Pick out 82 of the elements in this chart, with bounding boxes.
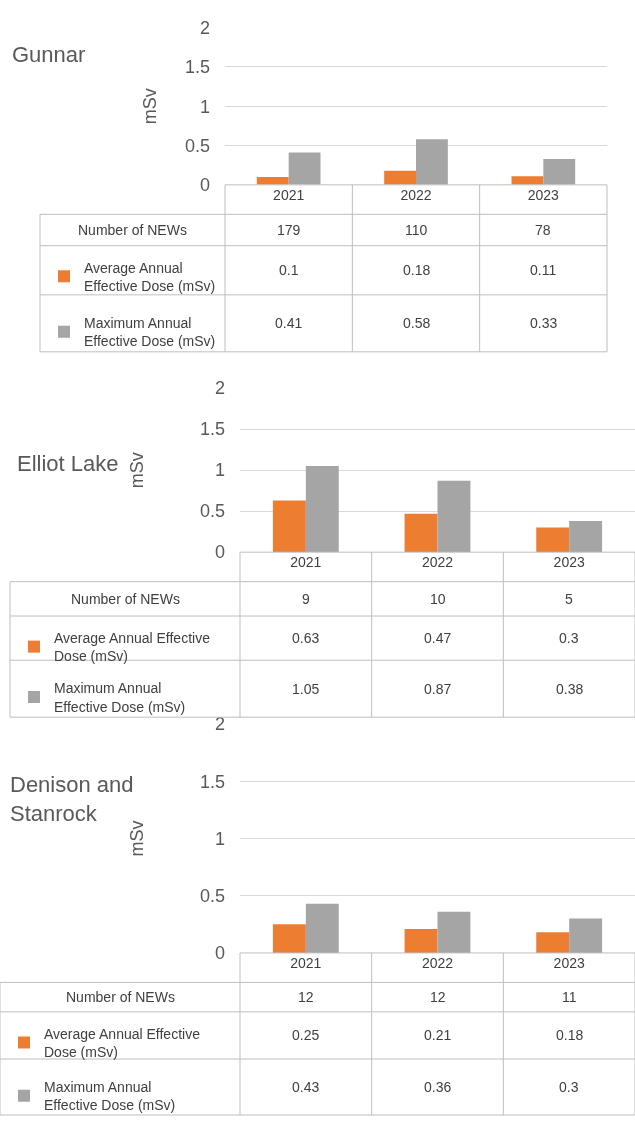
text: 11 bbox=[562, 989, 577, 1005]
y-axis-title: mSv bbox=[126, 452, 147, 489]
data-label: 0.58 bbox=[403, 315, 431, 331]
text: Elliot Lake bbox=[17, 451, 119, 476]
text: 179 bbox=[277, 222, 301, 238]
text: 10 bbox=[430, 591, 446, 607]
y-tick-label: 1 bbox=[214, 460, 225, 481]
bar bbox=[543, 158, 576, 185]
bar bbox=[437, 911, 471, 953]
data-label: 0.87 bbox=[424, 681, 452, 697]
data-label: 0.11 bbox=[530, 262, 557, 278]
text: Number of NEWs bbox=[66, 989, 175, 1005]
bar bbox=[305, 466, 339, 553]
data-label: 0.38 bbox=[556, 681, 584, 697]
x-tick-label: 2023 bbox=[553, 554, 585, 571]
legend-label: Maximum Annual Effective Dose (mSv) bbox=[44, 1079, 176, 1114]
text: Number of NEWs bbox=[78, 222, 187, 238]
x-tick-label: 2021 bbox=[290, 554, 322, 571]
bar bbox=[536, 527, 570, 553]
data-label: 0.21 bbox=[424, 1027, 452, 1043]
y-tick-label: 1 bbox=[199, 96, 210, 117]
bar bbox=[288, 152, 321, 185]
y-tick-label: 2 bbox=[214, 714, 225, 735]
text: 78 bbox=[535, 222, 551, 238]
bar bbox=[384, 170, 416, 185]
data-label: 0.47 bbox=[424, 630, 452, 646]
x-tick-label: 2022 bbox=[400, 186, 432, 203]
legend-label: Maximum Annual Effective Dose (mSv) bbox=[84, 315, 216, 350]
text: 12 bbox=[298, 989, 314, 1005]
y-tick-label: 1.5 bbox=[184, 57, 210, 78]
bar bbox=[511, 176, 544, 185]
x-tick-label: 2021 bbox=[273, 186, 305, 203]
legend-label: Maximum Annual Effective Dose (mSv) bbox=[54, 680, 186, 715]
y-tick-label: 0.5 bbox=[199, 886, 225, 907]
y-tick-label: 0.5 bbox=[199, 501, 225, 522]
bar bbox=[272, 500, 306, 553]
text: Number of NEWs bbox=[71, 591, 180, 607]
bar bbox=[272, 924, 306, 953]
data-label: 0.1 bbox=[279, 262, 299, 278]
data-label: 0.18 bbox=[403, 262, 431, 278]
data-label: 0.3 bbox=[559, 1079, 579, 1095]
x-tick-label: 2023 bbox=[527, 186, 560, 203]
text: 110 bbox=[405, 222, 428, 238]
data-label: 0.43 bbox=[292, 1079, 320, 1095]
legend-label: Average Annual Effective Dose (mSv) bbox=[44, 1025, 201, 1061]
x-tick-label: 2022 bbox=[421, 954, 454, 971]
text: 9 bbox=[302, 591, 310, 607]
bar bbox=[404, 513, 438, 553]
bar bbox=[256, 176, 289, 185]
y-tick-label: 1.5 bbox=[199, 419, 225, 440]
data-label: 0.41 bbox=[275, 315, 303, 331]
y-tick-label: 0 bbox=[214, 542, 225, 563]
y-tick-label: 0.5 bbox=[184, 135, 210, 156]
x-tick-label: 2021 bbox=[290, 954, 322, 971]
data-label: 0.25 bbox=[292, 1027, 320, 1043]
bar bbox=[404, 928, 438, 953]
legend-label: Average Annual Effective Dose (mSv) bbox=[84, 259, 216, 294]
bar bbox=[569, 918, 603, 953]
y-tick-label: 2 bbox=[199, 17, 210, 38]
bar bbox=[305, 903, 339, 953]
text: 12 bbox=[430, 989, 446, 1005]
y-axis-title: mSv bbox=[139, 88, 160, 125]
y-tick-label: 1 bbox=[214, 828, 225, 849]
bar bbox=[536, 932, 570, 953]
bar bbox=[416, 139, 448, 185]
x-tick-label: 2022 bbox=[421, 554, 454, 571]
data-label: 0.36 bbox=[424, 1079, 452, 1095]
x-tick-label: 2023 bbox=[553, 954, 585, 971]
data-label: 0.18 bbox=[556, 1027, 584, 1043]
bar bbox=[437, 480, 471, 553]
y-tick-label: 2 bbox=[214, 378, 225, 399]
y-tick-label: 0 bbox=[199, 175, 210, 196]
legend-label: Average Annual Effective Dose (mSv) bbox=[54, 629, 211, 665]
data-label: 0.3 bbox=[559, 630, 579, 646]
bar bbox=[569, 521, 603, 553]
text: 5 bbox=[565, 591, 573, 607]
data-label: 1.05 bbox=[292, 681, 320, 697]
y-tick-label: 1.5 bbox=[199, 771, 225, 792]
text: Gunnar bbox=[12, 42, 86, 67]
y-tick-label: 0 bbox=[214, 943, 225, 964]
data-label: 0.33 bbox=[530, 315, 558, 331]
data-label: 0.63 bbox=[292, 630, 320, 646]
